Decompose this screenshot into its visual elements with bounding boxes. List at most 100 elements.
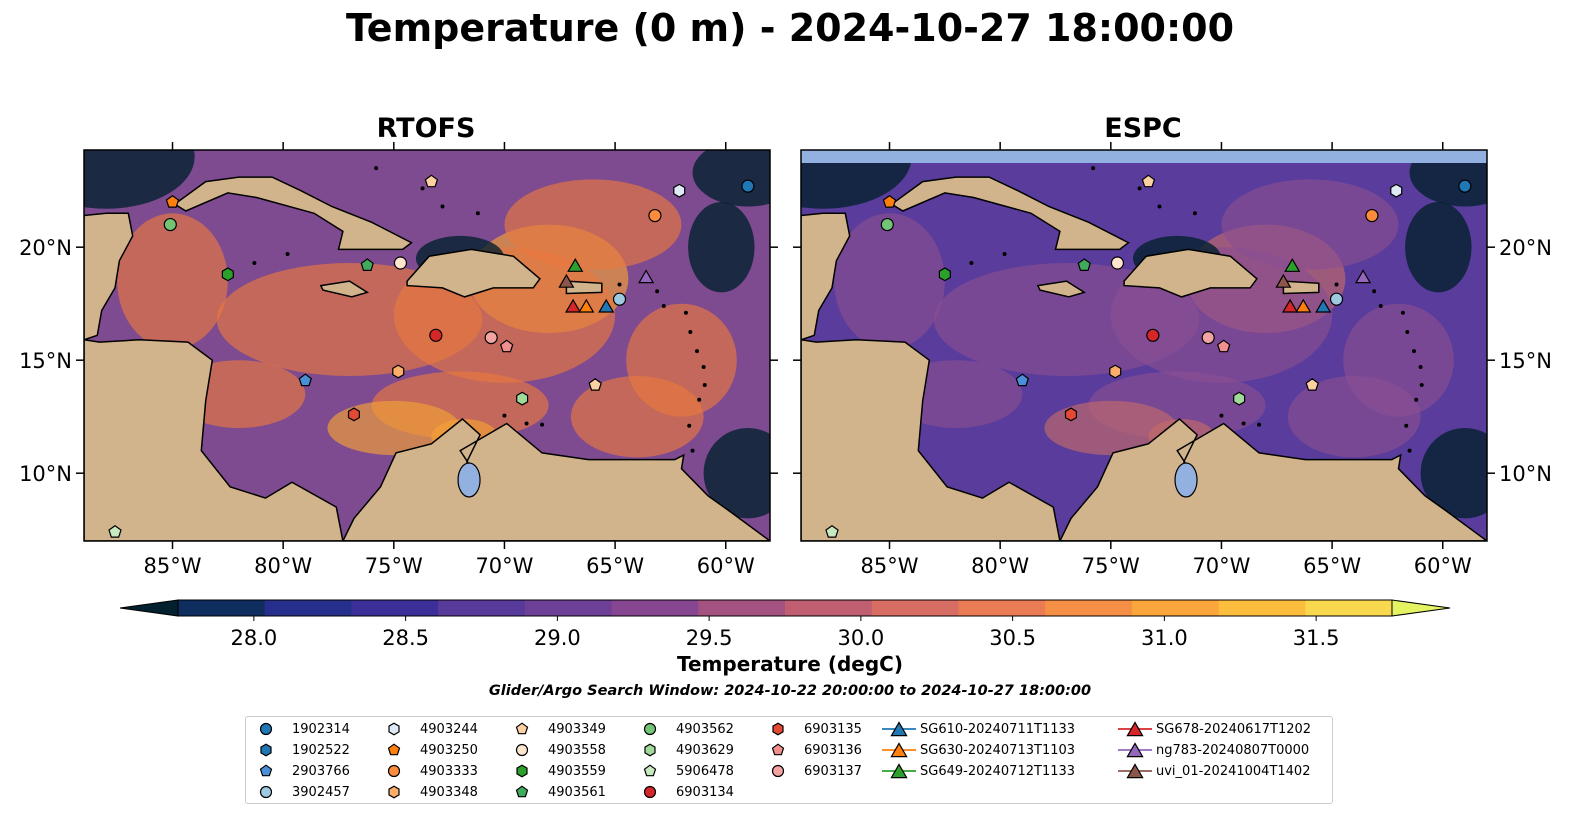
island [969, 261, 974, 266]
glider-marker [578, 298, 595, 313]
hexagon-marker-icon [382, 719, 416, 739]
argo-float-marker [1233, 391, 1246, 406]
island [1419, 383, 1424, 388]
circle-marker-icon [638, 782, 672, 802]
island [440, 204, 445, 209]
cool-water-patch [801, 150, 912, 209]
land-polygon [1123, 248, 1258, 298]
island [524, 421, 529, 426]
legend-entry: SG630-20240713T1103 [882, 740, 1075, 760]
argo-float-marker [393, 256, 408, 270]
circle-marker-icon [510, 740, 544, 760]
island [1400, 310, 1405, 315]
pentagon-marker-icon [638, 761, 672, 781]
argo-float-marker [108, 524, 122, 538]
colorbar-tick-label: 31.5 [1293, 626, 1340, 650]
legend-entry: 4903558 [510, 740, 606, 760]
colorbar-segment [1305, 600, 1393, 616]
legend-label: uvi_01-20241004T1402 [1156, 763, 1311, 779]
land-polygon [1036, 280, 1087, 298]
colorbar-segment [1218, 600, 1306, 616]
colorbar-segment [785, 600, 873, 616]
legend-entry: 6903135 [766, 719, 862, 739]
legend-label: 4903333 [420, 763, 478, 779]
argo-float-marker [221, 267, 234, 282]
pentagon-marker-icon [510, 782, 544, 802]
argo-float-marker [1216, 339, 1231, 353]
island [690, 448, 695, 453]
island [1157, 204, 1162, 209]
argo-float-marker [673, 183, 686, 198]
argo-float-marker [1329, 292, 1344, 306]
search-window-note: Glider/Argo Search Window: 2024-10-22 20… [488, 683, 1092, 699]
lon-tick-label: 65°W [1303, 554, 1361, 578]
land-polygon [319, 280, 370, 298]
glider-marker [567, 258, 584, 272]
land-polygon [1282, 280, 1320, 295]
pentagon-marker-icon [510, 719, 544, 739]
no-data-band [801, 150, 1487, 163]
island [1418, 364, 1423, 369]
glider-marker [598, 298, 615, 313]
colorbar-segment [438, 600, 526, 616]
colorbar-extend-high [1391, 599, 1451, 617]
lon-tick-label: 70°W [1192, 554, 1250, 578]
warm-water-patch [626, 303, 737, 417]
triangle-marker-icon [1118, 761, 1152, 781]
colorbar-tick-label: 29.0 [534, 626, 581, 650]
land-polygon [565, 280, 603, 295]
legend-label: 4903561 [548, 784, 606, 800]
argo-float-marker [1064, 407, 1078, 422]
legend-entry: SG649-20240712T1133 [882, 761, 1075, 781]
legend-label: 3902457 [292, 784, 350, 800]
legend-label: 6903136 [804, 742, 862, 758]
island [1137, 186, 1142, 191]
island [655, 289, 660, 294]
espc-map-panel [801, 150, 1487, 541]
island [1219, 413, 1224, 418]
legend-entry: 6903137 [766, 761, 862, 781]
warm-water-patch [327, 400, 461, 456]
legend-label: 6903137 [804, 763, 862, 779]
legend-entry: 4903629 [638, 740, 734, 760]
island [1091, 166, 1096, 171]
pentagon-marker-icon [254, 761, 288, 781]
cool-water-patch [1420, 428, 1487, 519]
argo-float-marker [588, 378, 602, 391]
island [1241, 421, 1246, 426]
argo-float-marker [1077, 258, 1091, 271]
triangle-marker-icon [1118, 719, 1152, 739]
argo-float-marker [298, 373, 313, 387]
warm-water-patch [1221, 179, 1399, 270]
hexagon-marker-icon [510, 761, 544, 781]
colorbar-tick-label: 28.0 [230, 626, 277, 650]
lon-tick-label: 80°W [971, 554, 1029, 578]
legend-entry: 2903766 [254, 761, 350, 781]
colorbar-segment [351, 600, 439, 616]
argo-float-marker [1305, 378, 1319, 391]
land-polygon [406, 248, 541, 298]
argo-float-marker [516, 391, 529, 406]
glider-marker [638, 269, 655, 284]
lon-tick-label: 85°W [144, 554, 202, 578]
cool-water-patch [703, 428, 770, 519]
argo-float-marker [1146, 328, 1160, 342]
colorbar-tick-label: 30.5 [989, 626, 1036, 650]
legend-label: SG610-20240711T1133 [920, 721, 1076, 737]
panel-title-espc: ESPC [1104, 113, 1182, 144]
hexagon-marker-icon [766, 719, 800, 739]
island [1405, 329, 1410, 334]
argo-float-marker [360, 258, 374, 271]
circle-marker-icon [254, 719, 288, 739]
triangle-marker-icon [882, 719, 916, 739]
legend-entry: 3902457 [254, 782, 350, 802]
land-polygon [342, 418, 770, 541]
cool-water-patch [688, 201, 755, 293]
island [1334, 282, 1339, 287]
legend: 1902314 1902522 2903766 3902457 4903244 49032… [245, 716, 1333, 804]
colorbar-segment [524, 600, 613, 616]
argo-float-marker [1365, 208, 1379, 223]
glider-marker [1281, 298, 1299, 313]
argo-float-marker [825, 524, 839, 538]
